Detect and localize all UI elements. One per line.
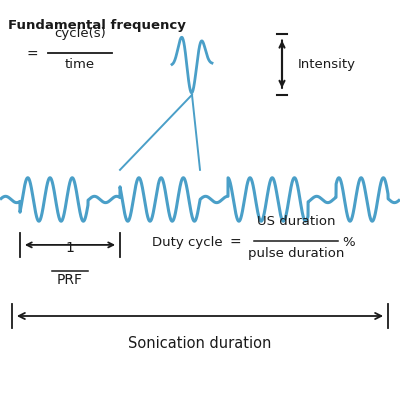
Text: US duration: US duration xyxy=(257,215,335,228)
Text: PRF: PRF xyxy=(57,273,83,286)
Text: Duty cycle: Duty cycle xyxy=(152,237,223,249)
Text: %: % xyxy=(342,237,355,249)
Text: Intensity: Intensity xyxy=(298,58,356,71)
Text: pulse duration: pulse duration xyxy=(248,247,344,260)
Text: Fundamental frequency: Fundamental frequency xyxy=(8,19,186,32)
Text: cycle(s): cycle(s) xyxy=(54,26,106,40)
Text: Sonication duration: Sonication duration xyxy=(128,336,272,351)
Text: =: = xyxy=(26,47,38,62)
Text: time: time xyxy=(65,58,95,71)
Text: 1: 1 xyxy=(66,241,74,255)
Text: =: = xyxy=(230,236,242,250)
